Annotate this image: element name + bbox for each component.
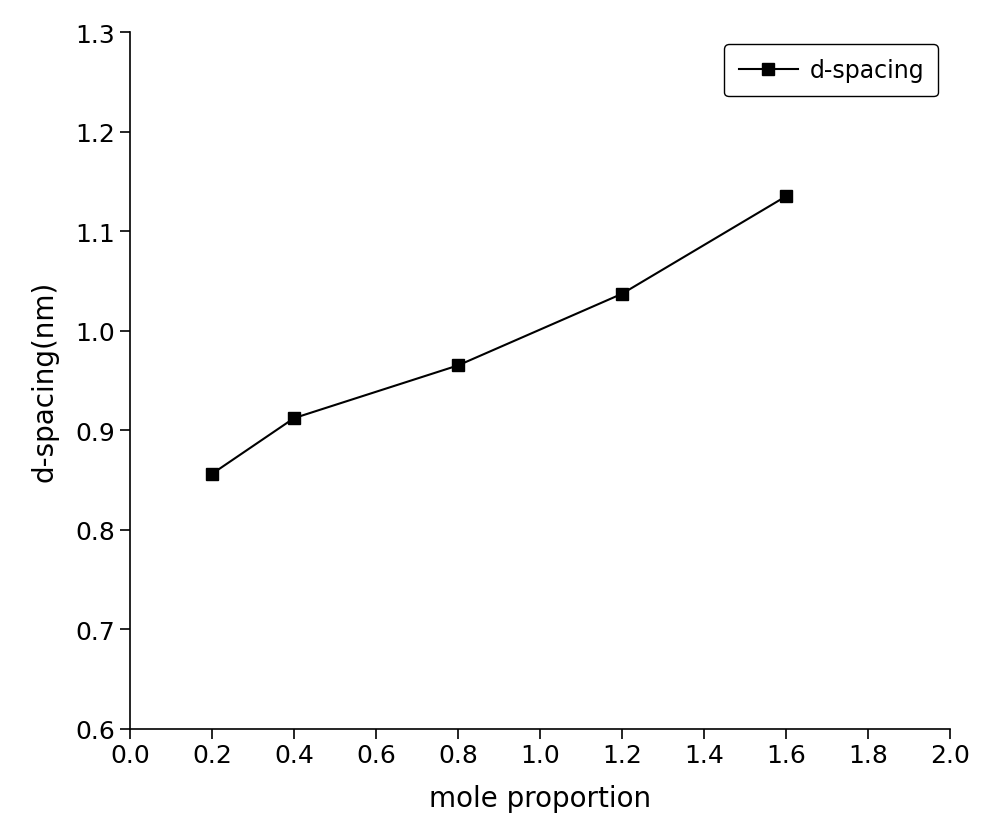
Line: d-spacing: d-spacing	[206, 190, 792, 480]
d-spacing	[206, 469, 218, 479]
Y-axis label: d-spacing(nm): d-spacing(nm)	[31, 281, 59, 481]
X-axis label: mole proportion: mole proportion	[429, 784, 651, 811]
d-spacing	[288, 414, 300, 424]
d-spacing	[780, 192, 792, 202]
d-spacing	[616, 290, 628, 300]
Legend: d-spacing: d-spacing	[724, 45, 938, 97]
d-spacing	[452, 361, 464, 371]
